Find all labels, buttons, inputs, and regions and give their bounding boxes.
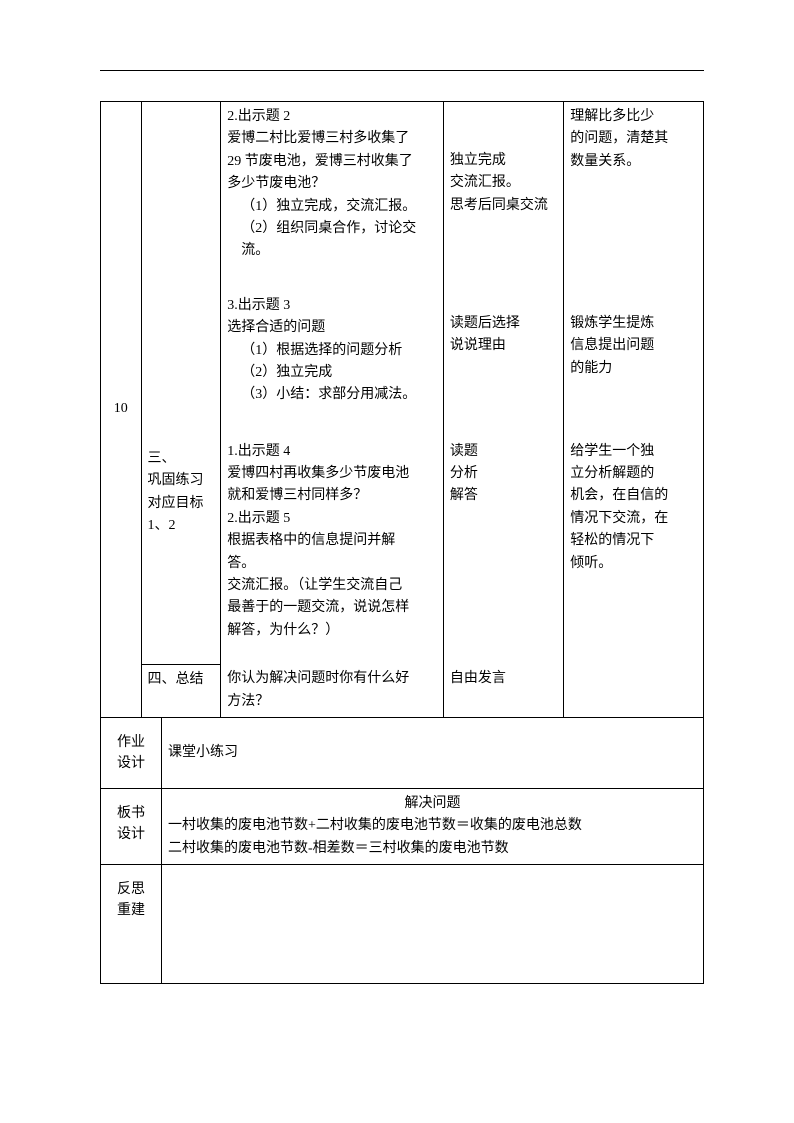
di2-line1: 锻炼学生提炼	[570, 313, 697, 335]
q3-sub2: （2）独立完成	[227, 362, 437, 384]
di3-line4: 情况下交流，在	[570, 508, 697, 530]
homework-content: 课堂小练习	[168, 742, 697, 764]
teacher-activity-cell-1: 2.出示题 2 爱博二村比爱博三村多收集了 29 节废电池，爱博三村收集了 多少…	[221, 102, 444, 285]
blackboard-content-cell: 解决问题 一村收集的废电池节数+二村收集的废电池节数＝收集的废电池总数 二村收集…	[162, 788, 704, 864]
q5-line6: 最善于的一题交流，说说怎样	[227, 597, 437, 619]
blackboard-line2: 二村收集的废电池节数-相差数＝三村收集的废电池节数	[168, 838, 697, 860]
sa1-line2: 交流汇报。	[450, 172, 557, 194]
student-activity-cell-3: 读题 分析 解答	[443, 429, 563, 665]
q4-title: 1.出示题 4	[227, 441, 437, 463]
sa1-line1: 独立完成	[450, 150, 557, 172]
q3-title: 3.出示题 3	[227, 295, 437, 317]
q5-line5: 交流汇报。（让学生交流自己	[227, 575, 437, 597]
blackboard-label-cell: 板书 设计	[101, 788, 162, 864]
homework-content-cell: 课堂小练习	[162, 718, 704, 789]
section4-cell: 四、总结	[141, 664, 221, 717]
di3-line3: 机会，在自信的	[570, 485, 697, 507]
di3-line5: 轻松的情况下	[570, 530, 697, 552]
q4-line1: 爱博四村再收集多少节废电池	[227, 463, 437, 485]
summary-line2: 方法？	[227, 691, 437, 713]
design-intent-cell-1: 理解比多比少 的问题，清楚其 数量关系。	[564, 102, 704, 285]
q2-line3: 多少节废电池？	[227, 173, 437, 195]
header-divider	[100, 70, 704, 71]
blackboard-line1: 一村收集的废电池节数+二村收集的废电池节数＝收集的废电池总数	[168, 815, 697, 837]
q5-line7: 解答，为什么？）	[227, 620, 437, 642]
di2-line2: 信息提出问题	[570, 335, 697, 357]
di1-line3: 数量关系。	[570, 151, 697, 173]
di3-line6: 倾听。	[570, 553, 697, 575]
design-intent-cell-4	[564, 664, 704, 717]
blackboard-title: 解决问题	[168, 793, 697, 815]
teacher-activity-cell-2: 3.出示题 3 选择合适的问题 （1）根据选择的问题分析 （2）独立完成 （3）…	[221, 285, 444, 429]
q2-sub1: （1）独立完成，交流汇报。	[227, 196, 437, 218]
q2-line1: 爱博二村比爱博三村多收集了	[227, 128, 437, 150]
q5-line4: 答。	[227, 553, 437, 575]
homework-label: 作业 设计	[103, 732, 159, 774]
design-intent-cell-3: 给学生一个独 立分析解题的 机会，在自信的 情况下交流，在 轻松的情况下 倾听。	[564, 429, 704, 665]
section4-label: 四、总结	[148, 669, 215, 691]
q5-line3: 根据表格中的信息提问并解	[227, 530, 437, 552]
sa1-line3: 思考后同桌交流	[450, 195, 557, 217]
design-intent-cell-2: 锻炼学生提炼 信息提出问题 的能力	[564, 285, 704, 429]
q4-line2: 就和爱博三村同样多？	[227, 485, 437, 507]
q2-line2: 29 节废电池，爱博三村收集了	[227, 151, 437, 173]
section-cell: 三、 巩固练习 对应目标 1、2	[141, 102, 221, 665]
student-activity-cell-4: 自由发言	[443, 664, 563, 717]
q3-sub1: （1）根据选择的问题分析	[227, 340, 437, 362]
q2-title: 2.出示题 2	[227, 106, 437, 128]
q5-title: 2.出示题 5	[227, 508, 437, 530]
di1-line1: 理解比多比少	[570, 106, 697, 128]
di1-line2: 的问题，清楚其	[570, 128, 697, 150]
q2-sub2: （2）组织同桌合作，讨论交流。	[227, 218, 437, 263]
teacher-activity-cell-3: 1.出示题 4 爱博四村再收集多少节废电池 就和爱博三村同样多？ 2.出示题 5…	[221, 429, 444, 665]
sa3-line1: 读题	[450, 441, 557, 463]
summary-line1: 你认为解决问题时你有什么好	[227, 668, 437, 690]
q3-line1: 选择合适的问题	[227, 317, 437, 339]
sa2-line2: 说说理由	[450, 335, 557, 357]
time-cell: 10	[101, 102, 142, 718]
homework-label-cell: 作业 设计	[101, 718, 162, 789]
reflection-content-cell	[162, 865, 704, 984]
student-activity-cell-2: 读题后选择 说说理由	[443, 285, 563, 429]
blackboard-label: 板书 设计	[103, 803, 159, 845]
sa3-line2: 分析	[450, 463, 557, 485]
di3-line1: 给学生一个独	[570, 441, 697, 463]
time-value: 10	[114, 401, 128, 416]
di2-line3: 的能力	[570, 358, 697, 380]
bottom-table: 作业 设计 课堂小练习 板书 设计 解决问题 一村收集的废电池节数+二村收集的废…	[100, 718, 704, 984]
sa2-line1: 读题后选择	[450, 313, 557, 335]
section3-label: 三、 巩固练习 对应目标 1、2	[148, 448, 215, 538]
reflection-label-cell: 反思 重建	[101, 865, 162, 984]
main-table: 10 三、 巩固练习 对应目标 1、2 2.出示题 2 爱博二村比爱博三村多收集…	[100, 101, 704, 718]
sa4-line1: 自由发言	[450, 668, 557, 690]
q3-sub3: （3）小结：求部分用减法。	[227, 384, 437, 406]
reflection-label: 反思 重建	[103, 879, 159, 921]
student-activity-cell-1: 独立完成 交流汇报。 思考后同桌交流	[443, 102, 563, 285]
di3-line2: 立分析解题的	[570, 463, 697, 485]
sa3-line3: 解答	[450, 485, 557, 507]
teacher-activity-cell-4: 你认为解决问题时你有什么好 方法？	[221, 664, 444, 717]
